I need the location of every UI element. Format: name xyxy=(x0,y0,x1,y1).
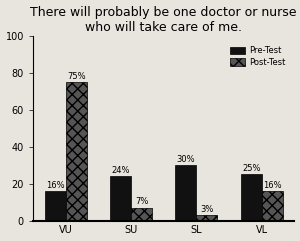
Text: 16%: 16% xyxy=(46,181,64,190)
Bar xyxy=(110,176,131,221)
Text: 16%: 16% xyxy=(263,181,281,190)
Text: 75%: 75% xyxy=(67,72,86,81)
Bar xyxy=(45,191,66,221)
Text: 3%: 3% xyxy=(200,205,214,214)
Title: There will probably be one doctor or nurse
who will take care of me.: There will probably be one doctor or nur… xyxy=(31,6,297,33)
Bar xyxy=(176,165,197,221)
Bar xyxy=(241,174,262,221)
Legend: Pre-Test, Post-Test: Pre-Test, Post-Test xyxy=(228,44,288,69)
Text: 7%: 7% xyxy=(135,197,148,206)
Text: 25%: 25% xyxy=(242,164,260,173)
Bar xyxy=(196,215,217,221)
Bar xyxy=(262,191,283,221)
Bar xyxy=(131,208,152,221)
Text: 24%: 24% xyxy=(111,166,130,175)
Bar xyxy=(66,82,87,221)
Text: 30%: 30% xyxy=(177,155,195,164)
